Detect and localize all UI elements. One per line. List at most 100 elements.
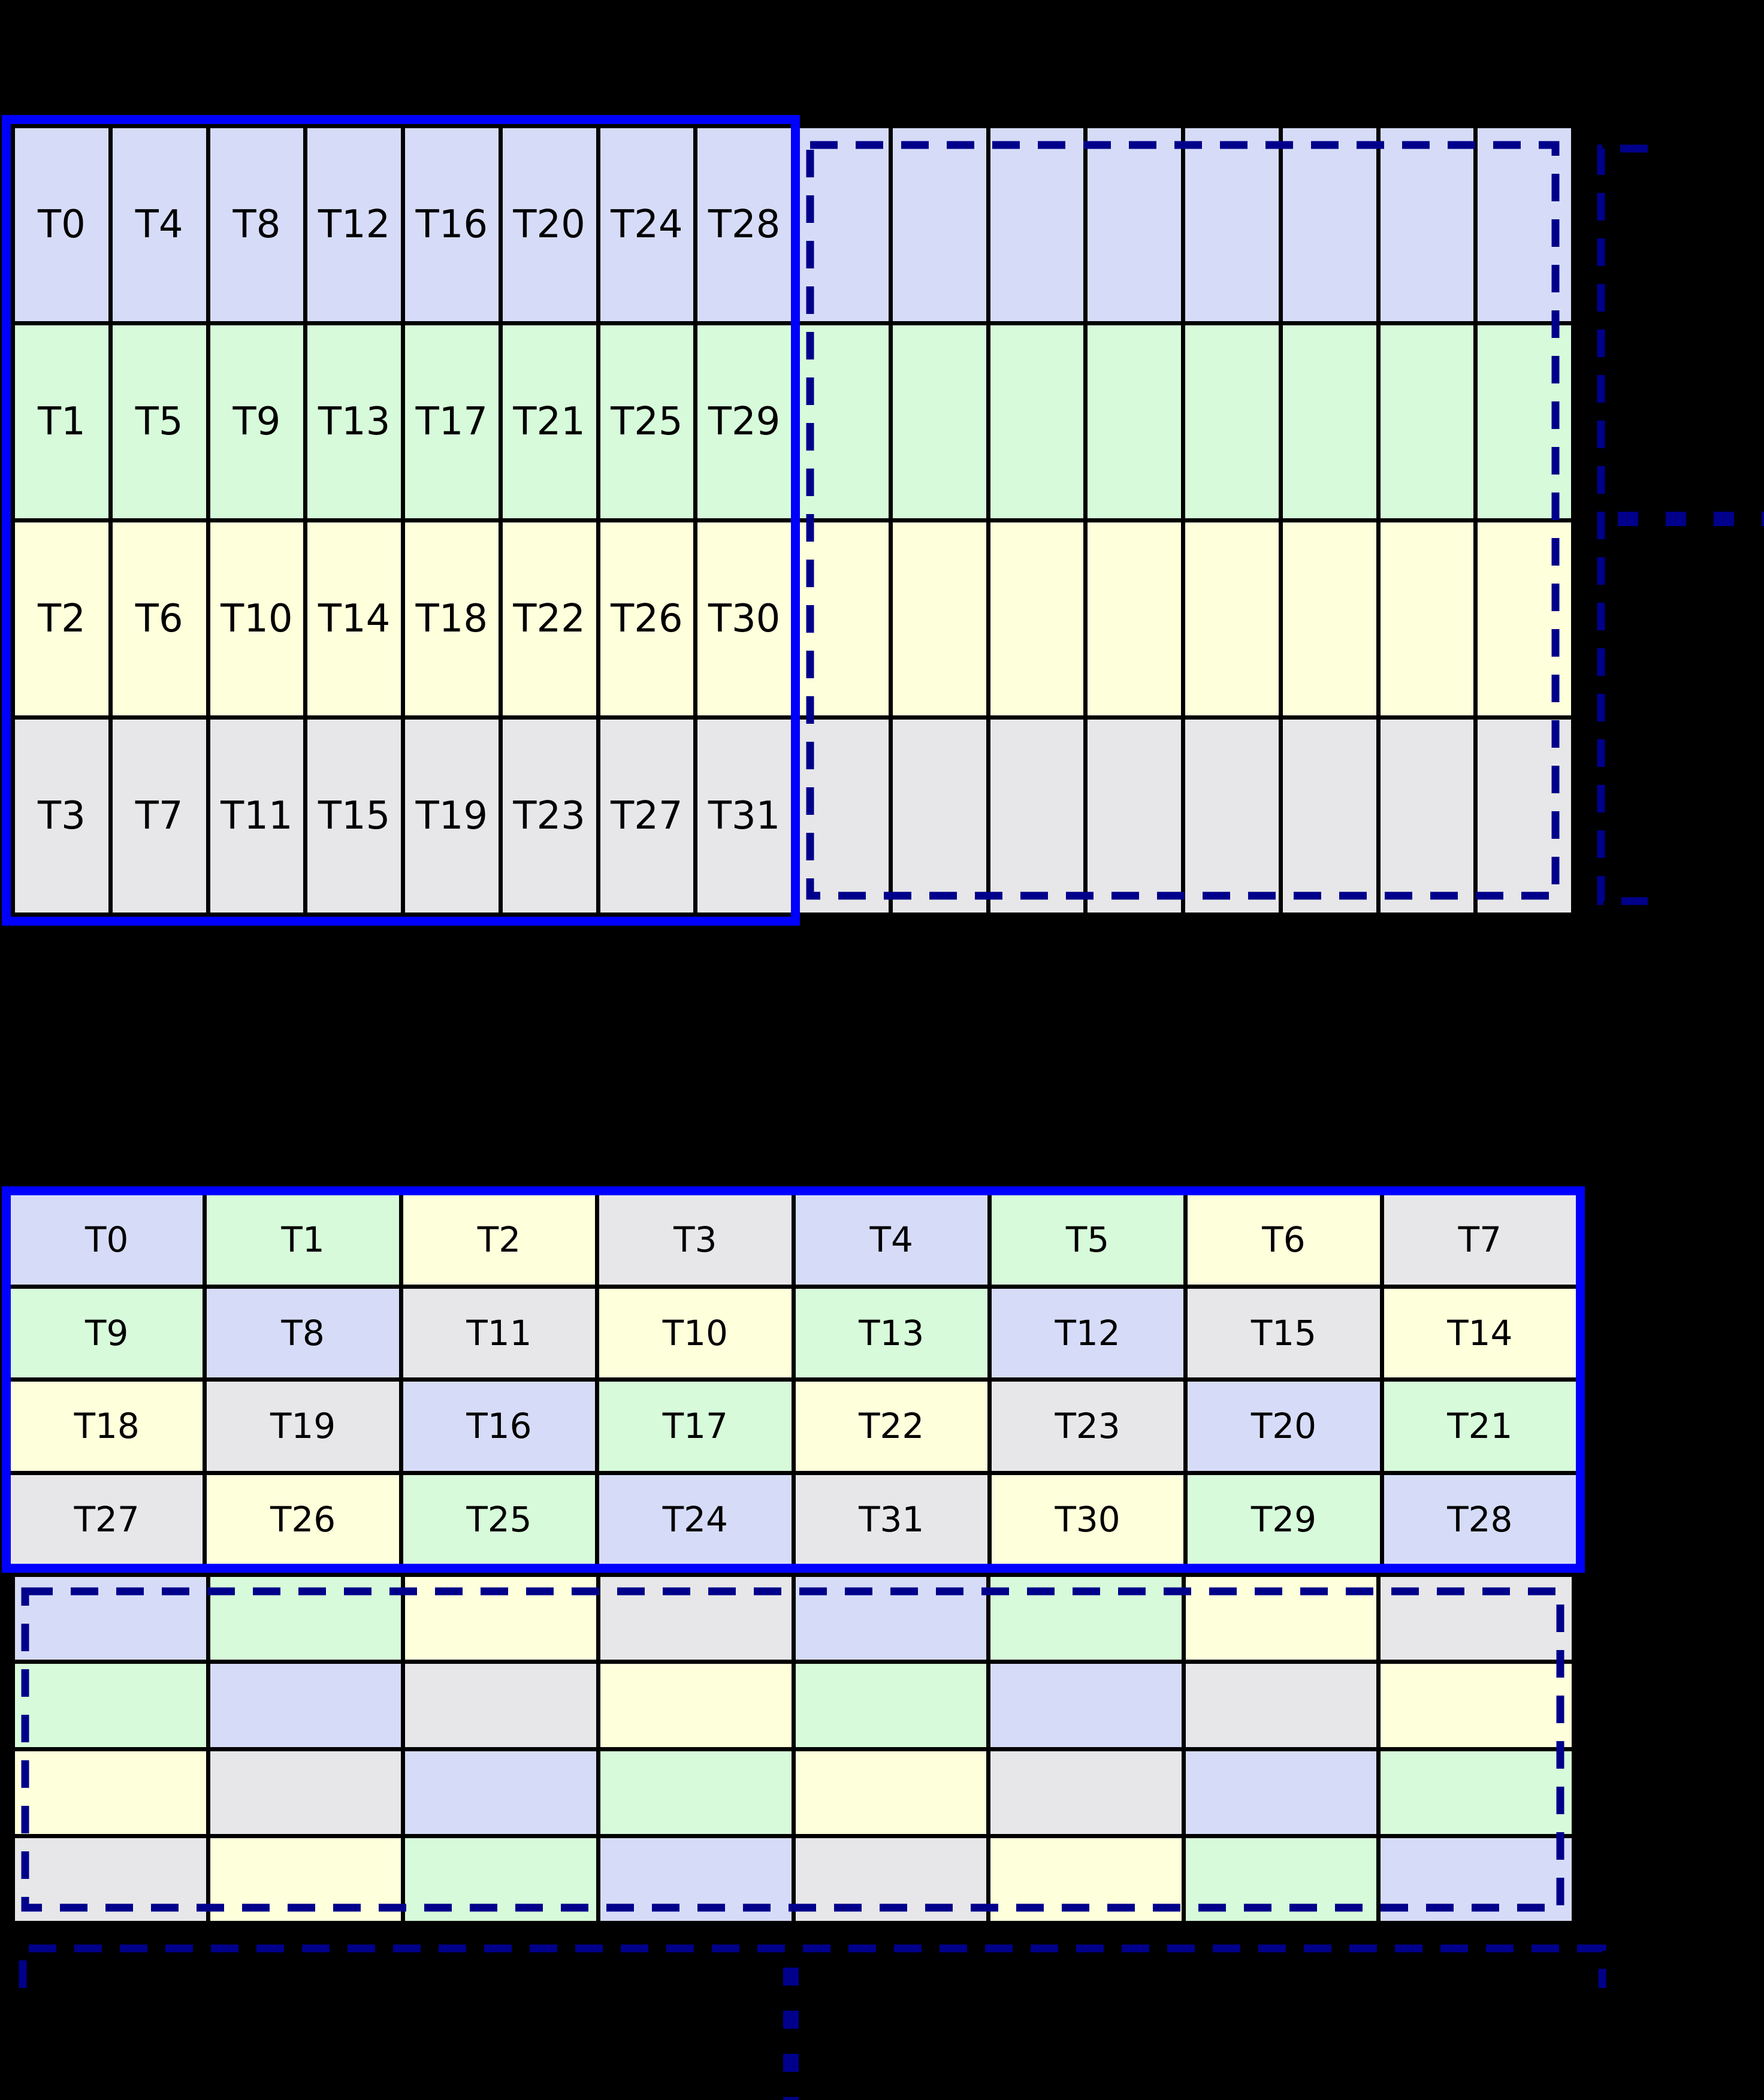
thread-cell: T9 — [11, 1288, 203, 1377]
thread-cell: T21 — [1384, 1382, 1576, 1471]
thread-label: T1 — [37, 400, 86, 444]
ghost-thread-cell — [1185, 128, 1279, 321]
ghost-thread-cell — [990, 1577, 1182, 1660]
ghost-thread-cell — [1185, 522, 1279, 715]
ghost-thread-cell — [210, 1751, 401, 1834]
thread-label: T25 — [611, 400, 683, 444]
thread-cell: T6 — [1188, 1195, 1380, 1285]
thread-cell: T2 — [403, 1195, 596, 1285]
ghost-thread-cell — [1381, 1838, 1572, 1921]
thread-label: T17 — [415, 400, 488, 444]
thread-cell: T28 — [1384, 1474, 1576, 1564]
thread-cell: T24 — [600, 128, 694, 321]
thread-cell: T18 — [405, 522, 499, 715]
thread-cell: T20 — [502, 128, 596, 321]
ghost-thread-cell — [795, 325, 889, 518]
ghost-thread-cell — [1088, 522, 1181, 715]
thread-label: T30 — [1055, 1498, 1120, 1540]
thread-cell: T24 — [599, 1474, 792, 1564]
ghost-thread-cell — [1282, 720, 1376, 912]
thread-label: T6 — [1262, 1219, 1306, 1261]
thread-label: T16 — [415, 203, 488, 247]
thread-cell: T31 — [795, 1474, 987, 1564]
ghost-thread-cell — [1088, 720, 1181, 912]
thread-label: T27 — [611, 794, 683, 838]
thread-label: T13 — [318, 400, 391, 444]
thread-cell: T20 — [1188, 1382, 1380, 1471]
ghost-thread-cell — [1185, 325, 1279, 518]
ghost-thread-cell — [990, 1664, 1182, 1747]
thread-cell: T12 — [307, 128, 401, 321]
ghost-thread-cell — [1478, 325, 1571, 518]
thread-cell: T4 — [112, 128, 206, 321]
thread-label: T14 — [318, 597, 391, 641]
thread-cell: T22 — [502, 522, 596, 715]
ghost-thread-cell — [1185, 1664, 1377, 1747]
thread-cell: T21 — [502, 325, 596, 518]
ghost-thread-cell — [990, 128, 1084, 321]
thread-cell: T18 — [11, 1382, 203, 1471]
thread-cell: T4 — [795, 1195, 987, 1285]
thread-label: T19 — [270, 1406, 336, 1447]
thread-label: T5 — [1065, 1219, 1110, 1261]
ghost-thread-cell — [210, 1577, 401, 1660]
next-block-bracket — [19, 1944, 1606, 1988]
thread-label: T19 — [415, 794, 488, 838]
thread-cell: T26 — [207, 1474, 399, 1564]
ghost-thread-cell — [795, 522, 889, 715]
thread-label: T29 — [1250, 1498, 1317, 1540]
thread-cell: T8 — [207, 1288, 399, 1377]
thread-label: T1 — [281, 1219, 325, 1261]
thread-cell: T17 — [599, 1382, 792, 1471]
ghost-thread-cell — [15, 1577, 206, 1660]
thread-cell: T23 — [502, 720, 596, 912]
thread-label: T20 — [513, 203, 585, 247]
thread-label: T2 — [37, 597, 86, 641]
thread-cell: T10 — [599, 1288, 792, 1377]
ghost-thread-cell — [1380, 720, 1474, 912]
thread-cell: T22 — [795, 1382, 987, 1471]
thread-cell: T0 — [11, 1195, 203, 1285]
ghost-thread-cell — [795, 720, 889, 912]
ghost-thread-cell — [892, 720, 986, 912]
ghost-thread-cell — [1185, 1751, 1377, 1834]
ghost-thread-cell — [1282, 128, 1376, 321]
ghost-thread-cell — [600, 1838, 792, 1921]
thread-label: T27 — [74, 1498, 140, 1540]
thread-cell: T8 — [210, 128, 304, 321]
thread-cell: T1 — [15, 325, 108, 518]
thread-label: T20 — [1250, 1406, 1317, 1447]
thread-cell: T10 — [210, 522, 304, 715]
ghost-thread-cell — [1381, 1751, 1572, 1834]
thread-label: T9 — [232, 400, 281, 444]
ghost-thread-cell — [210, 1838, 401, 1921]
ghost-thread-cell — [1282, 522, 1376, 715]
ghost-thread-cell — [1088, 325, 1181, 518]
thread-cell: T11 — [403, 1288, 596, 1377]
ghost-thread-cell — [405, 1751, 596, 1834]
thread-label: T2 — [477, 1219, 521, 1261]
thread-label: T21 — [513, 400, 585, 444]
thread-label: T23 — [1055, 1406, 1120, 1447]
thread-cell: T1 — [207, 1195, 399, 1285]
ghost-thread-cell — [1478, 720, 1571, 912]
ghost-thread-cell — [795, 1751, 987, 1834]
thread-cell: T11 — [210, 720, 304, 912]
thread-cell: T25 — [403, 1474, 596, 1564]
thread-label: T10 — [662, 1312, 728, 1353]
thread-label: T4 — [135, 203, 183, 247]
thread-label: T22 — [513, 597, 585, 641]
ghost-thread-cell — [210, 1664, 401, 1747]
ghost-thread-cell — [795, 1838, 987, 1921]
thread-cell: T23 — [991, 1382, 1184, 1471]
thread-label: T18 — [74, 1406, 140, 1447]
thread-label: T16 — [466, 1406, 532, 1447]
thread-cell: T9 — [210, 325, 304, 518]
thread-label: T0 — [37, 203, 86, 247]
thread-cell: T19 — [405, 720, 499, 912]
thread-label: T22 — [859, 1406, 925, 1447]
thread-label: T7 — [135, 794, 183, 838]
thread-label: T18 — [415, 597, 488, 641]
thread-label: T24 — [662, 1498, 728, 1540]
